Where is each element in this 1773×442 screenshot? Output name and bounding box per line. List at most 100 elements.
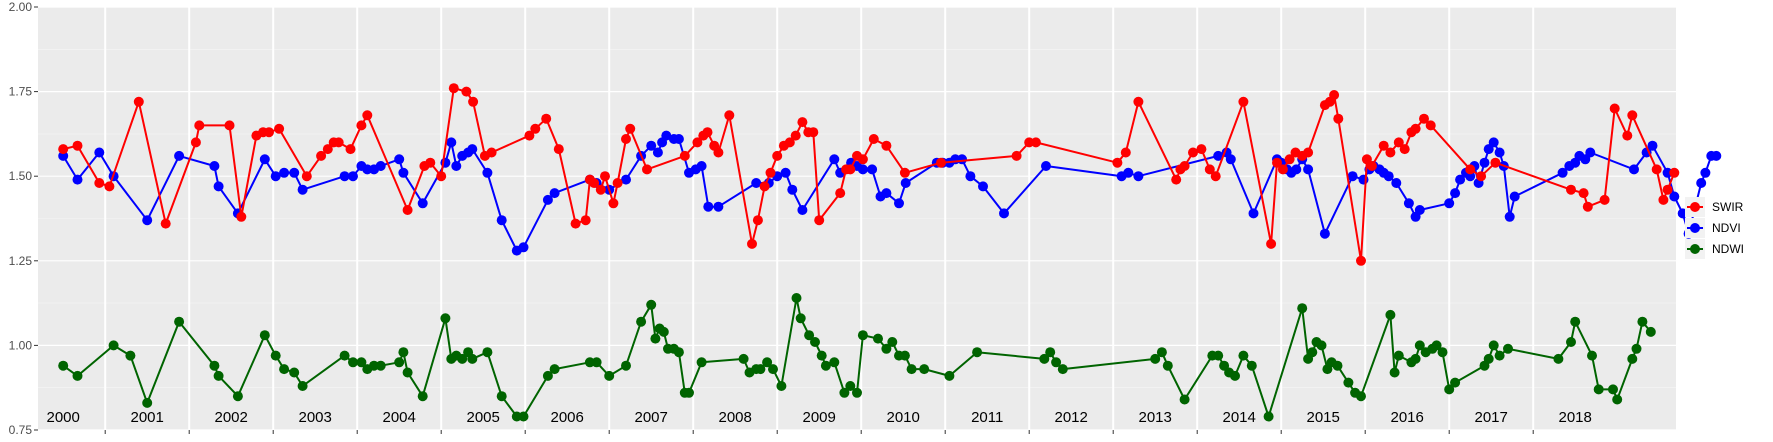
swir-point xyxy=(1385,147,1396,158)
ndwi-point xyxy=(58,360,69,371)
ndwi-point xyxy=(1343,377,1354,388)
ndvi-point xyxy=(1213,150,1224,161)
ndwi-point xyxy=(684,387,694,398)
swir-point xyxy=(1582,201,1593,212)
swir-point xyxy=(1171,174,1182,185)
swir-point xyxy=(1622,130,1633,141)
swir-point xyxy=(1329,90,1340,100)
swir-point xyxy=(1669,167,1680,178)
ndwi-point xyxy=(1045,347,1056,358)
swir-point xyxy=(621,134,631,144)
ndvi-point xyxy=(867,164,878,175)
swir-point xyxy=(1030,137,1041,148)
swir-point xyxy=(1272,157,1282,168)
swir-point xyxy=(1658,194,1669,205)
ndvi-point xyxy=(957,154,967,165)
ndwi-point xyxy=(755,364,766,375)
ndwi-point xyxy=(906,364,917,375)
swir-point xyxy=(835,188,846,199)
ndvi-point xyxy=(1414,205,1425,215)
swir-point xyxy=(541,113,552,124)
swir-point xyxy=(194,120,205,131)
ndwi-point xyxy=(899,350,910,361)
swir-point xyxy=(1393,137,1404,148)
swir-point xyxy=(845,164,856,175)
ndwi-point xyxy=(1246,360,1257,371)
swir-point xyxy=(301,171,312,182)
ndvi-point xyxy=(1700,167,1711,178)
ndwi-point xyxy=(209,360,220,371)
ndvi-point xyxy=(751,178,762,188)
swir-point xyxy=(612,178,623,188)
ndvi-point xyxy=(1488,137,1499,148)
swir-point xyxy=(595,184,606,195)
swir-point xyxy=(58,144,69,155)
year-label: 2005 xyxy=(467,409,500,426)
ndvi-point xyxy=(398,167,409,178)
y-tick-label: 0.75 xyxy=(9,423,33,437)
swir-point xyxy=(857,154,868,165)
ndwi-point xyxy=(297,381,308,391)
ndwi-point xyxy=(232,391,243,402)
ndvi-point xyxy=(1479,157,1490,168)
swir-point xyxy=(772,150,783,161)
ndwi-point xyxy=(549,364,560,375)
year-label: 2000 xyxy=(47,409,80,426)
ndvi-point xyxy=(1629,164,1639,175)
ndvi-point xyxy=(1444,198,1455,209)
swir-point xyxy=(362,110,373,121)
ndvi-point xyxy=(1358,174,1369,185)
ndvi-point xyxy=(482,167,493,178)
year-label: 2001 xyxy=(131,409,164,426)
ndwi-point xyxy=(174,316,185,327)
ndwi-point xyxy=(820,360,831,371)
ndwi-point xyxy=(339,350,350,361)
swir-point xyxy=(274,123,285,134)
legend: SWIR NDVI NDWI xyxy=(1685,197,1744,259)
ndwi-point xyxy=(1230,370,1240,381)
swir-point xyxy=(797,117,808,128)
swir-point xyxy=(1204,164,1215,175)
ndwi-point xyxy=(402,367,413,378)
ndwi-point xyxy=(1431,340,1442,351)
ndwi-point xyxy=(289,367,300,378)
ndwi-point xyxy=(1566,337,1576,347)
y-tick-label: 1.50 xyxy=(9,169,33,183)
grid-lines xyxy=(38,6,1676,431)
y-tick-label: 1.75 xyxy=(9,85,33,99)
swir-point xyxy=(160,218,171,229)
ndwi-point xyxy=(845,381,856,391)
ndwi-point xyxy=(375,360,386,371)
ndwi-point xyxy=(1332,360,1343,371)
ndvi-point xyxy=(1319,228,1330,239)
ndvi-point xyxy=(94,147,105,158)
ndvi-point xyxy=(451,161,462,171)
ndwi-point xyxy=(457,353,468,364)
swir-point xyxy=(104,181,115,192)
legend-label-ndwi: NDWI xyxy=(1712,242,1744,256)
year-label: 2016 xyxy=(1391,409,1424,426)
ndwi-point xyxy=(108,340,119,351)
year-label: 2008 xyxy=(719,409,752,426)
swir-point xyxy=(1188,147,1198,158)
swir-point xyxy=(436,171,447,182)
ndvi-point xyxy=(621,174,631,185)
ndwi-point xyxy=(650,333,661,344)
ndvi-point xyxy=(1291,164,1302,175)
swir-point xyxy=(936,157,946,168)
ndwi-point xyxy=(919,364,930,375)
ndwi-point xyxy=(356,357,367,368)
ndvi-point xyxy=(446,137,457,148)
ndwi-point xyxy=(398,347,409,358)
ndvi-point xyxy=(1494,147,1505,158)
ndwi-point xyxy=(768,364,778,375)
ndvi-point xyxy=(661,130,672,141)
ndvi-point xyxy=(829,154,840,165)
ndvi-point xyxy=(965,171,976,182)
swir-point xyxy=(224,120,235,131)
ndwi-point xyxy=(1385,309,1396,320)
ndwi-point xyxy=(944,370,955,381)
ndwi-point xyxy=(1444,384,1455,395)
ndwi-point xyxy=(1631,343,1642,354)
ndvi-point xyxy=(279,167,290,178)
